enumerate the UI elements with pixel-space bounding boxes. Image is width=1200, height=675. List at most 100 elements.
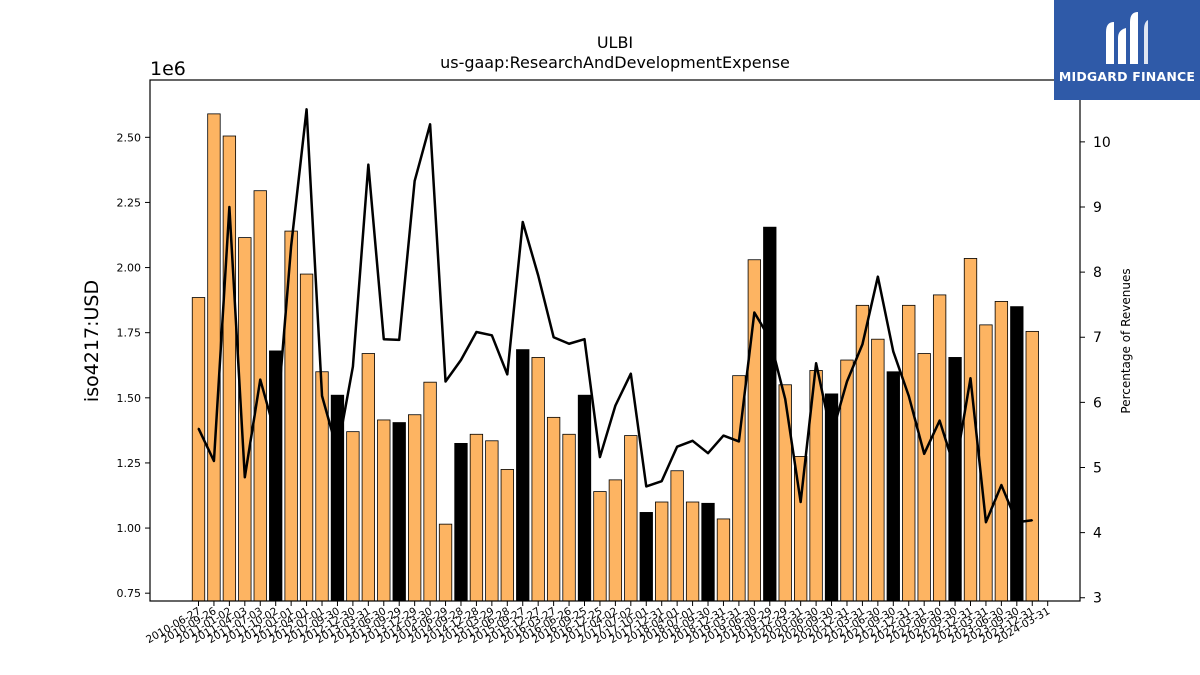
bar (624, 435, 638, 602)
logo-mark-icon (1106, 12, 1148, 64)
line-point (768, 337, 771, 340)
line-layer (197, 108, 1034, 524)
line-point (660, 480, 663, 482)
bar (778, 384, 792, 602)
line-point (321, 395, 323, 397)
y-right-tick-label: 3 (1093, 591, 1102, 607)
bar (917, 353, 931, 602)
line-point (413, 180, 416, 182)
line-point (382, 338, 385, 341)
line-point (336, 450, 339, 453)
bar (392, 422, 406, 602)
line-point (537, 274, 539, 277)
line-point (938, 419, 941, 422)
bar (886, 371, 900, 602)
bar (701, 502, 715, 602)
y-right-tick-label: 10 (1093, 135, 1111, 151)
y-tick-label: 2.00 (117, 262, 142, 275)
line-point (197, 427, 200, 430)
line-point (815, 362, 817, 365)
bar (546, 416, 561, 602)
y-right-tick-label: 4 (1093, 526, 1102, 542)
line-point (506, 373, 509, 376)
y-tick-label: 2.50 (117, 131, 142, 144)
bar (423, 381, 437, 602)
bar (485, 440, 499, 602)
bar (207, 113, 221, 602)
line-point (614, 404, 617, 407)
line-point (969, 377, 972, 380)
y-exponent: 1e6 (150, 58, 186, 80)
bar (608, 479, 623, 602)
line-point (305, 108, 308, 111)
y-tick-label: 1.75 (117, 327, 142, 340)
bar (948, 357, 962, 602)
line-point (398, 339, 401, 341)
bar (299, 273, 314, 602)
bar (346, 431, 360, 602)
line-point (923, 453, 925, 455)
line-point (799, 501, 802, 503)
line-point (830, 434, 833, 437)
bar (639, 512, 653, 602)
line-point (707, 452, 709, 454)
line-point (228, 206, 231, 208)
line-point (491, 334, 493, 337)
line-point (691, 439, 694, 442)
y-right-tick-label: 8 (1093, 265, 1102, 281)
y-tick-label: 1.50 (117, 392, 142, 405)
line-point (645, 485, 648, 488)
line-point (630, 372, 632, 375)
line-point (676, 445, 678, 448)
line-point (784, 398, 787, 400)
line-point (274, 434, 277, 436)
bar (902, 304, 916, 602)
bar (408, 414, 422, 602)
y-right-tick-label: 5 (1093, 460, 1102, 476)
bar (824, 393, 839, 602)
bar (438, 523, 453, 602)
line-point (259, 378, 262, 381)
bar (747, 259, 761, 602)
line-point (1016, 521, 1018, 523)
line-point (846, 380, 848, 383)
line-point (367, 163, 370, 166)
y-right-tick-label: 6 (1093, 395, 1102, 411)
line-point (954, 468, 956, 471)
bar (531, 357, 545, 602)
line-point (599, 456, 601, 458)
bar (377, 419, 391, 602)
y-tick-label: 0.75 (117, 587, 142, 600)
bar (500, 469, 514, 602)
axes-layer: 0.75 1.00 1.25 1.50 1.75 2.00 2.25 2.50 3 4 5 6 7 8 9 1… (117, 79, 1111, 646)
line-point (753, 311, 756, 314)
brand-name: MIDGARD FINANCE (1058, 69, 1196, 84)
line-point (444, 380, 447, 383)
chart-title: ULBI (597, 33, 633, 52)
line-point (985, 521, 987, 523)
line-point (583, 338, 586, 341)
bar (994, 301, 1009, 602)
bar (670, 470, 684, 602)
line-point (907, 395, 910, 397)
line-point (861, 343, 864, 346)
line-point (877, 275, 879, 278)
y-right-tick-label: 9 (1093, 200, 1102, 216)
bar (593, 491, 607, 602)
bar (454, 442, 468, 602)
y-tick-label: 1.25 (117, 457, 142, 470)
bar (979, 324, 993, 602)
line-point (290, 245, 292, 247)
bar (685, 501, 700, 602)
line-point (460, 359, 462, 361)
line-point (521, 221, 524, 223)
bar (716, 518, 731, 602)
bar (516, 349, 530, 602)
line-point (722, 434, 725, 437)
line-point (892, 350, 895, 353)
line-point (1031, 519, 1034, 522)
y-tick-label: 1.00 (117, 522, 142, 535)
line-point (568, 342, 570, 345)
bar (655, 501, 669, 602)
